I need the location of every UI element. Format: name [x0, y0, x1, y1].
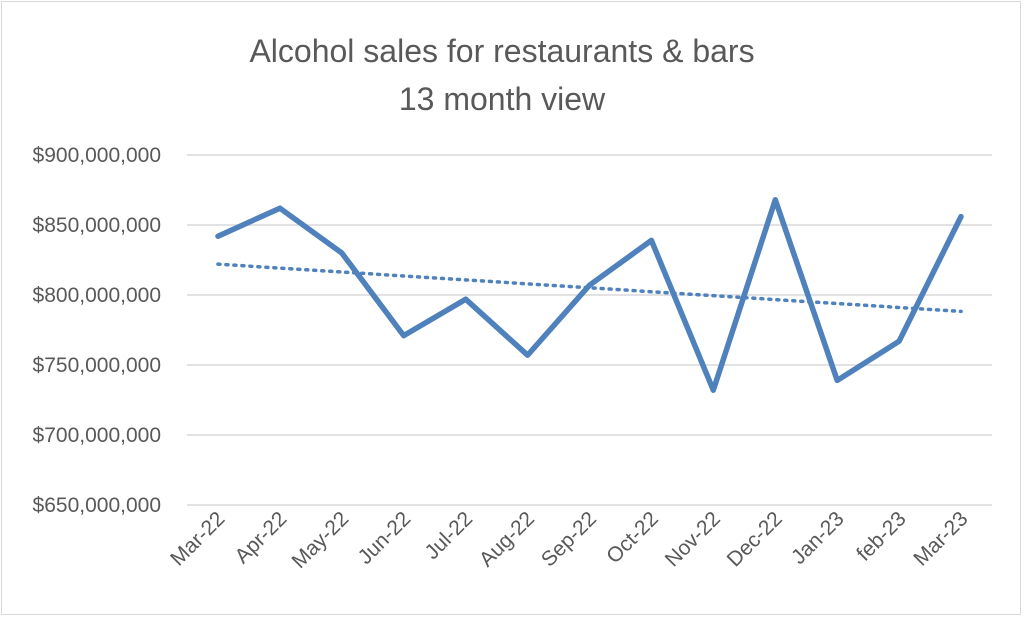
x-tick-label: Nov-22 — [661, 507, 725, 571]
gridlines — [187, 154, 992, 506]
x-tick-label: Dec-22 — [723, 507, 787, 571]
x-tick-label: Aug-22 — [475, 507, 539, 571]
x-tick-label: Mar-22 — [166, 507, 229, 570]
y-axis-tick-labels: $650,000,000 $700,000,000 $750,000,000 $800… — [33, 144, 161, 517]
chart-title: Alcohol sales for restaurants & bars 13 … — [249, 33, 754, 117]
y-tick-label: $850,000,000 — [33, 214, 161, 237]
x-tick-label: May-22 — [288, 507, 354, 573]
x-tick-label: Jul-22 — [420, 507, 477, 564]
x-tick-label: Oct-22 — [602, 507, 663, 568]
y-tick-label: $800,000,000 — [33, 284, 161, 307]
y-tick-label: $900,000,000 — [33, 144, 161, 167]
x-tick-label: Apr-22 — [231, 507, 292, 568]
series-lines — [215, 197, 964, 393]
x-tick-label: Sep-22 — [537, 507, 601, 571]
chart-title-line-2: 13 month view — [399, 81, 606, 117]
x-tick-label: Mar-23 — [909, 507, 972, 570]
x-tick-label: Jun-22 — [354, 507, 416, 569]
chart-title-line-1: Alcohol sales for restaurants & bars — [249, 33, 754, 69]
y-tick-label: $650,000,000 — [33, 494, 161, 517]
y-tick-label: $700,000,000 — [33, 424, 161, 447]
x-tick-label: Jan-23 — [787, 507, 849, 569]
y-tick-label: $750,000,000 — [33, 354, 161, 377]
x-tick-label: feb-23 — [852, 507, 910, 565]
